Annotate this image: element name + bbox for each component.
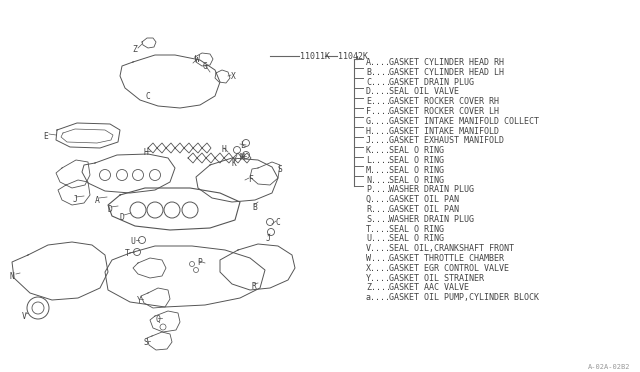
Text: P: P bbox=[197, 258, 202, 267]
Text: G: G bbox=[203, 62, 208, 71]
Text: J: J bbox=[266, 234, 271, 243]
Text: Q: Q bbox=[155, 315, 160, 324]
Text: T: T bbox=[125, 249, 130, 258]
Text: 11011K: 11011K bbox=[300, 52, 330, 61]
Text: L: L bbox=[240, 141, 245, 150]
Text: R: R bbox=[252, 282, 257, 291]
Text: U....: U.... bbox=[366, 234, 391, 243]
Text: SEAL OIL VALVE: SEAL OIL VALVE bbox=[389, 87, 459, 96]
Text: H: H bbox=[143, 148, 148, 157]
Text: P....: P.... bbox=[366, 185, 391, 195]
Text: C: C bbox=[145, 92, 150, 101]
Text: X....: X.... bbox=[366, 264, 391, 273]
Text: S....: S.... bbox=[366, 215, 391, 224]
Text: H....: H.... bbox=[366, 126, 391, 136]
Text: A: A bbox=[95, 196, 100, 205]
Text: F: F bbox=[248, 175, 253, 184]
Text: S: S bbox=[143, 338, 148, 347]
Text: N: N bbox=[10, 272, 15, 281]
Text: WASHER DRAIN PLUG: WASHER DRAIN PLUG bbox=[389, 215, 474, 224]
Text: B....: B.... bbox=[366, 68, 391, 77]
Text: SEAL O RING: SEAL O RING bbox=[389, 146, 444, 155]
Text: SEAL O RING: SEAL O RING bbox=[389, 176, 444, 185]
Text: GASKET EXHAUST MANIFOLD: GASKET EXHAUST MANIFOLD bbox=[389, 137, 504, 145]
Text: K....: K.... bbox=[366, 146, 391, 155]
Text: M: M bbox=[240, 153, 245, 162]
Text: D: D bbox=[120, 213, 125, 222]
Text: W....: W.... bbox=[366, 254, 391, 263]
Text: C: C bbox=[275, 218, 280, 227]
Text: 11042K: 11042K bbox=[338, 52, 368, 61]
Text: E....: E.... bbox=[366, 97, 391, 106]
Text: A-02A-02B2: A-02A-02B2 bbox=[588, 364, 630, 370]
Text: D....: D.... bbox=[366, 87, 391, 96]
Text: X: X bbox=[231, 72, 236, 81]
Text: SEAL O RING: SEAL O RING bbox=[389, 234, 444, 243]
Text: M....: M.... bbox=[366, 166, 391, 175]
Text: C....: C.... bbox=[366, 78, 391, 87]
Text: D: D bbox=[107, 205, 112, 214]
Text: GASKET ROCKER COVER LH: GASKET ROCKER COVER LH bbox=[389, 107, 499, 116]
Text: L....: L.... bbox=[366, 156, 391, 165]
Text: GASKET OIL PAN: GASKET OIL PAN bbox=[389, 195, 459, 204]
Text: F....: F.... bbox=[366, 107, 391, 116]
Text: Z....: Z.... bbox=[366, 283, 391, 292]
Text: Q....: Q.... bbox=[366, 195, 391, 204]
Text: WASHER DRAIN PLUG: WASHER DRAIN PLUG bbox=[389, 185, 474, 195]
Text: V....: V.... bbox=[366, 244, 391, 253]
Text: V: V bbox=[22, 312, 27, 321]
Text: SEAL O RING: SEAL O RING bbox=[389, 166, 444, 175]
Text: N....: N.... bbox=[366, 176, 391, 185]
Text: GASKET DRAIN PLUG: GASKET DRAIN PLUG bbox=[389, 78, 474, 87]
Text: T....: T.... bbox=[366, 225, 391, 234]
Text: U: U bbox=[130, 237, 135, 246]
Text: J: J bbox=[73, 195, 78, 204]
Text: W: W bbox=[195, 55, 200, 64]
Text: GASKET OIL PAN: GASKET OIL PAN bbox=[389, 205, 459, 214]
Text: GASKET EGR CONTROL VALVE: GASKET EGR CONTROL VALVE bbox=[389, 264, 509, 273]
Text: SEAL O RING: SEAL O RING bbox=[389, 225, 444, 234]
Text: B: B bbox=[252, 203, 257, 212]
Text: Y: Y bbox=[137, 296, 142, 305]
Text: J....: J.... bbox=[366, 137, 391, 145]
Text: GASKET OIL PUMP,CYLINDER BLOCK: GASKET OIL PUMP,CYLINDER BLOCK bbox=[389, 293, 539, 302]
Text: Y....: Y.... bbox=[366, 273, 391, 283]
Text: K: K bbox=[232, 159, 237, 168]
Text: H: H bbox=[222, 145, 227, 154]
Text: SEAL O RING: SEAL O RING bbox=[389, 156, 444, 165]
Text: E: E bbox=[43, 132, 48, 141]
Text: GASKET ROCKER COVER RH: GASKET ROCKER COVER RH bbox=[389, 97, 499, 106]
Text: GASKET INTAKE MANIFOLD COLLECT: GASKET INTAKE MANIFOLD COLLECT bbox=[389, 117, 539, 126]
Text: GASKET CYLINDER HEAD LH: GASKET CYLINDER HEAD LH bbox=[389, 68, 504, 77]
Text: SEAL OIL,CRANKSHAFT FRONT: SEAL OIL,CRANKSHAFT FRONT bbox=[389, 244, 514, 253]
Text: G....: G.... bbox=[366, 117, 391, 126]
Text: GASKET CYLINDER HEAD RH: GASKET CYLINDER HEAD RH bbox=[389, 58, 504, 67]
Text: Z: Z bbox=[132, 45, 137, 54]
Text: GASKET INTAKE MANIFOLD: GASKET INTAKE MANIFOLD bbox=[389, 126, 499, 136]
Text: S: S bbox=[278, 165, 283, 174]
Text: GASKET THROTTLE CHAMBER: GASKET THROTTLE CHAMBER bbox=[389, 254, 504, 263]
Text: GASKET AAC VALVE: GASKET AAC VALVE bbox=[389, 283, 469, 292]
Text: a....: a.... bbox=[366, 293, 391, 302]
Text: R....: R.... bbox=[366, 205, 391, 214]
Text: A....: A.... bbox=[366, 58, 391, 67]
Text: GASKET OIL STRAINER: GASKET OIL STRAINER bbox=[389, 273, 484, 283]
